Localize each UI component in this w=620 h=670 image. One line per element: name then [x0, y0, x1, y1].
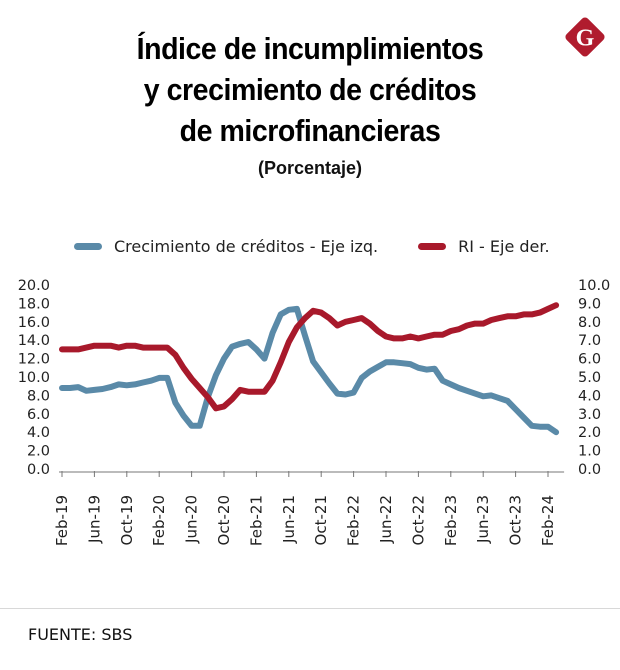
brand-logo: G — [565, 17, 605, 57]
right-tick-label: 7.0 — [578, 333, 601, 349]
x-tick-label: Feb-24 — [539, 495, 557, 546]
left-tick-label: 2.0 — [27, 444, 50, 460]
x-tick-label: Feb-20 — [150, 495, 168, 546]
right-tick-label: 1.0 — [578, 444, 601, 460]
logo-letter: G — [576, 26, 595, 52]
left-tick-label: 18.0 — [18, 296, 50, 312]
chart-title: Índice de incumplimientos y crecimiento … — [25, 28, 595, 151]
x-tick-label: Feb-22 — [345, 495, 363, 546]
title-line-2: y crecimiento de créditos — [143, 72, 477, 107]
right-tick-label: 9.0 — [578, 296, 601, 312]
right-tick-label: 4.0 — [578, 388, 601, 404]
left-axis: 0.0 2.0 4.0 6.0 8.0 10.0 12.0 14.0 16.0 18.0 20.0 — [18, 278, 50, 478]
legend-item-ri: RI - Eje der. — [418, 237, 550, 256]
footer-divider — [0, 608, 620, 609]
x-tick-label: Oct-20 — [215, 495, 233, 545]
right-tick-label: 10.0 — [578, 278, 610, 294]
left-tick-label: 12.0 — [18, 352, 50, 368]
x-tick-label: Jun-20 — [183, 495, 201, 544]
right-tick-label: 3.0 — [578, 407, 601, 423]
x-tick-label: Jun-23 — [474, 495, 492, 544]
legend-label-credit: Crecimiento de créditos - Eje izq. — [114, 237, 379, 256]
left-tick-label: 10.0 — [18, 370, 50, 386]
right-tick-label: 8.0 — [578, 315, 601, 331]
logo-diamond-icon — [565, 17, 605, 57]
left-tick-label: 6.0 — [27, 407, 50, 423]
x-tick-label: Jun-22 — [377, 495, 395, 544]
source-note: FUENTE: SBS — [28, 625, 133, 644]
x-tick-label: Oct-19 — [118, 495, 136, 545]
right-tick-label: 0.0 — [578, 462, 601, 478]
series-line-ri — [59, 302, 560, 412]
right-tick-label: 2.0 — [578, 425, 601, 441]
x-tick-label: Oct-22 — [409, 495, 427, 545]
left-tick-label: 4.0 — [27, 425, 50, 441]
legend-label-ri: RI - Eje der. — [458, 237, 550, 256]
left-tick-label: 20.0 — [18, 278, 50, 294]
line-chart: 0.02.04.06.08.010.012.014.016.018.020.0 … — [18, 278, 611, 546]
x-tick-label: Oct-21 — [312, 495, 330, 545]
x-tick-label: Feb-23 — [442, 495, 460, 546]
title-line-3: de microfinancieras — [179, 113, 441, 148]
left-tick-label: 16.0 — [18, 315, 50, 331]
x-tick-label: Jun-19 — [85, 495, 103, 544]
right-tick-label: 5.0 — [578, 370, 601, 386]
chart-subtitle: (Porcentaje) — [257, 158, 363, 178]
right-tick-label: 6.0 — [578, 352, 601, 368]
right-axis: 0.0 1.0 2.0 3.0 4.0 5.0 6.0 7.0 8.0 9.0 10.0 — [578, 278, 610, 478]
chart-legend: Crecimiento de créditos - Eje izq. RI - … — [74, 237, 590, 256]
left-tick-label: 0.0 — [27, 462, 50, 478]
legend-item-credit: Crecimiento de créditos - Eje izq. — [74, 237, 378, 256]
left-tick-label: 14.0 — [18, 333, 50, 349]
x-axis: Feb-19 Jun-19 Oct-19 Feb-20 Jun-20 Oct-20 Feb-… — [53, 471, 565, 546]
series-line-credit-growth — [59, 305, 560, 436]
x-tick-label: Feb-21 — [247, 495, 265, 546]
legend-swatch-credit-icon — [74, 243, 102, 250]
x-tick-label: Feb-19 — [53, 495, 71, 546]
left-tick-label: 8.0 — [27, 388, 50, 404]
x-tick-label: Jun-21 — [280, 495, 298, 544]
legend-swatch-ri-icon — [418, 243, 447, 250]
title-line-1: Índice de incumplimientos — [136, 31, 484, 66]
series-lines — [59, 302, 560, 436]
x-tick-label: Oct-23 — [507, 495, 525, 545]
